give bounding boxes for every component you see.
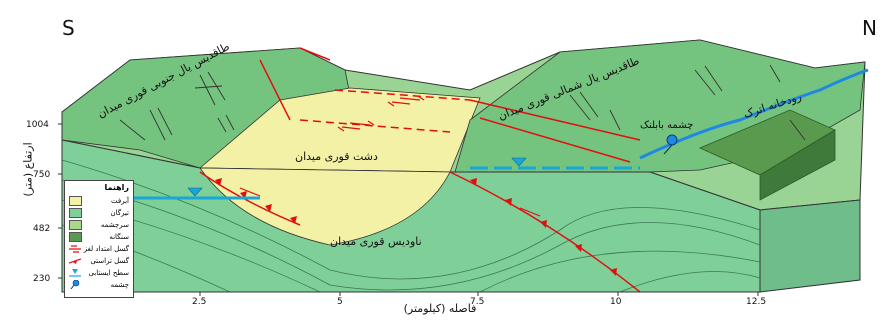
water-table bbox=[130, 157, 640, 200]
strike-slip-arrows bbox=[239, 95, 541, 217]
strike-slip-faults bbox=[259, 47, 641, 163]
legend-label: سطح ایستابی bbox=[88, 268, 129, 277]
y-tick-1004: 1004 bbox=[26, 120, 49, 130]
x-tick-2-5: 2.5 bbox=[192, 297, 206, 307]
direction-north: N bbox=[862, 16, 877, 40]
strike-dip-marks bbox=[119, 64, 806, 141]
x-tick-12-5: 12.5 bbox=[746, 297, 766, 307]
legend-label: آبرفت bbox=[111, 196, 129, 205]
legend-item-sanganeh: سنگانه bbox=[69, 231, 129, 242]
spring-icon bbox=[70, 280, 80, 289]
legend-label: سرچشمه bbox=[100, 220, 129, 229]
direction-south: S bbox=[62, 16, 75, 40]
legend-swatch-sanganeh bbox=[69, 231, 82, 242]
thrust-fault-south-teeth bbox=[215, 178, 297, 224]
thrust-fault-north-teeth bbox=[470, 178, 617, 276]
spring-label: چشمه بابلنک bbox=[640, 120, 693, 131]
legend-label: سنگانه bbox=[109, 232, 129, 241]
x-tick-10: 10 bbox=[610, 297, 622, 307]
plain-label: دشت قوری میدان bbox=[295, 150, 378, 163]
legend-label: چشمه bbox=[110, 280, 129, 289]
y-tick-230: 230 bbox=[33, 274, 50, 284]
legend-swatch-sarcheshmeh bbox=[69, 219, 82, 230]
legend-item-spring: چشمه bbox=[69, 279, 129, 290]
water-table-marker-south bbox=[187, 187, 203, 197]
y-axis-label: ارتفاع (متر) bbox=[21, 142, 35, 197]
legend-title: راهنما bbox=[104, 183, 129, 192]
syncline-label: ناودیس قوری میدان bbox=[330, 235, 422, 248]
legend-item-sarcheshmeh: سرچشمه bbox=[69, 219, 129, 230]
legend-label: گسل تراستی bbox=[90, 256, 129, 265]
y-tick-750: 750 bbox=[33, 170, 50, 180]
legend-swatch-tirgan bbox=[69, 207, 82, 218]
x-axis bbox=[62, 291, 760, 296]
legend-item-strike-slip: گسل امتداد لغز bbox=[69, 243, 129, 254]
x-tick-5: 5 bbox=[337, 297, 343, 307]
legend-item-thrust: گسل تراستی bbox=[69, 255, 129, 266]
x-tick-7-5: 7.5 bbox=[470, 297, 484, 307]
water-table-icon bbox=[69, 268, 81, 277]
legend-item-alluvium: آبرفت bbox=[69, 195, 129, 206]
atrak-river bbox=[639, 68, 869, 160]
legend-box: راهنما آبرفت تیرگان سرچشمه سنگانه گسل ام… bbox=[64, 180, 134, 298]
legend-item-tirgan: تیرگان bbox=[69, 207, 129, 218]
y-axis bbox=[58, 112, 63, 292]
spring-icon bbox=[663, 134, 678, 155]
stratigraphy-lines bbox=[61, 159, 761, 293]
legend-swatch-alluvium bbox=[69, 195, 82, 206]
sanganeh-block-side bbox=[759, 129, 836, 201]
right-side-face bbox=[759, 199, 861, 293]
legend-label: تیرگان bbox=[110, 208, 129, 217]
legend-label: گسل امتداد لغز bbox=[83, 244, 129, 253]
alluvium-section bbox=[199, 167, 451, 246]
thrust-fault-icon bbox=[69, 257, 81, 264]
strike-slip-fault-icon bbox=[69, 244, 81, 253]
x-axis-label: فاصله (کیلومتر) bbox=[403, 302, 477, 315]
y-tick-482: 482 bbox=[33, 224, 50, 234]
legend-item-water-table: سطح ایستابی bbox=[69, 267, 129, 278]
water-table-marker-north bbox=[511, 157, 527, 167]
